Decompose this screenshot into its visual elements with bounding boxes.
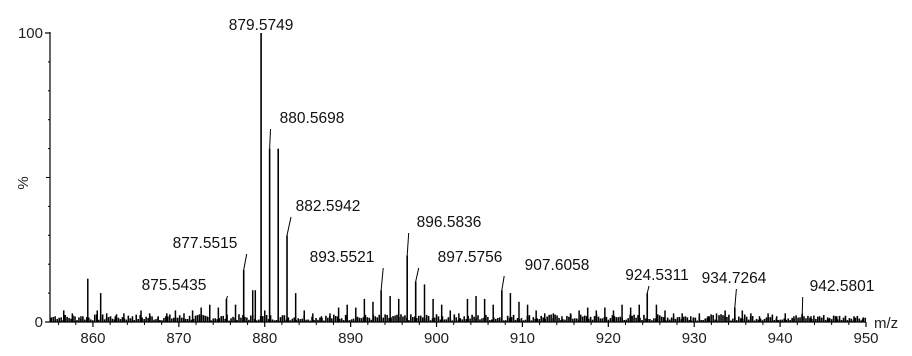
peak-label: 882.5942 xyxy=(296,198,361,215)
peak-label-leader xyxy=(286,216,292,236)
y-tick-label: 0 xyxy=(35,314,43,331)
ticks-layer: 0 100 860 870 880 890 900 910 920 930 940 950 xyxy=(18,25,879,347)
x-tick-label: 920 xyxy=(596,330,621,347)
y-tick-label: 100 xyxy=(18,25,43,42)
x-tick-label: 860 xyxy=(80,330,105,347)
peak-label-leader xyxy=(243,253,248,271)
peak-label: 934.7264 xyxy=(702,270,767,287)
x-axis-title: m/z xyxy=(874,315,898,332)
x-tick-label: 930 xyxy=(682,330,707,347)
x-tick-label: 900 xyxy=(424,330,449,347)
x-tick-label: 870 xyxy=(166,330,191,347)
peak-label: 896.5836 xyxy=(417,214,482,231)
x-tick-label: 880 xyxy=(252,330,277,347)
x-tick-label: 890 xyxy=(338,330,363,347)
peak-label: 924.5311 xyxy=(625,267,689,284)
x-tick-label: 910 xyxy=(510,330,535,347)
x-tick-label: 950 xyxy=(853,330,878,347)
peak-label: 879.5749 xyxy=(229,17,294,34)
peak-label-leader xyxy=(380,267,384,291)
peak-label-leader xyxy=(501,275,505,291)
peak-label: 893.5521 xyxy=(310,249,375,266)
peak-label: 907.6058 xyxy=(525,257,590,274)
peaks-layer xyxy=(50,33,867,322)
axes-layer: % m/z xyxy=(15,32,898,332)
peak-label-leader xyxy=(269,128,271,149)
peak-label: 942.5801 xyxy=(810,278,875,295)
y-axis-title: % xyxy=(15,176,32,189)
peak-label-leader xyxy=(734,288,737,308)
peak-label-leader xyxy=(225,295,229,300)
peak-label: 875.5435 xyxy=(142,277,207,294)
peak-labels-layer: 879.5749 880.5698 882.5942 877.5515 875.5435… xyxy=(142,17,875,314)
peak-label-leader xyxy=(646,285,650,294)
x-tick-label: 940 xyxy=(768,330,793,347)
peak-label-leader xyxy=(406,232,410,256)
peak-label: 880.5698 xyxy=(280,110,345,127)
peak-label-leader xyxy=(415,267,420,282)
peak-label: 897.5756 xyxy=(438,249,503,266)
peak-label: 877.5515 xyxy=(173,235,238,252)
